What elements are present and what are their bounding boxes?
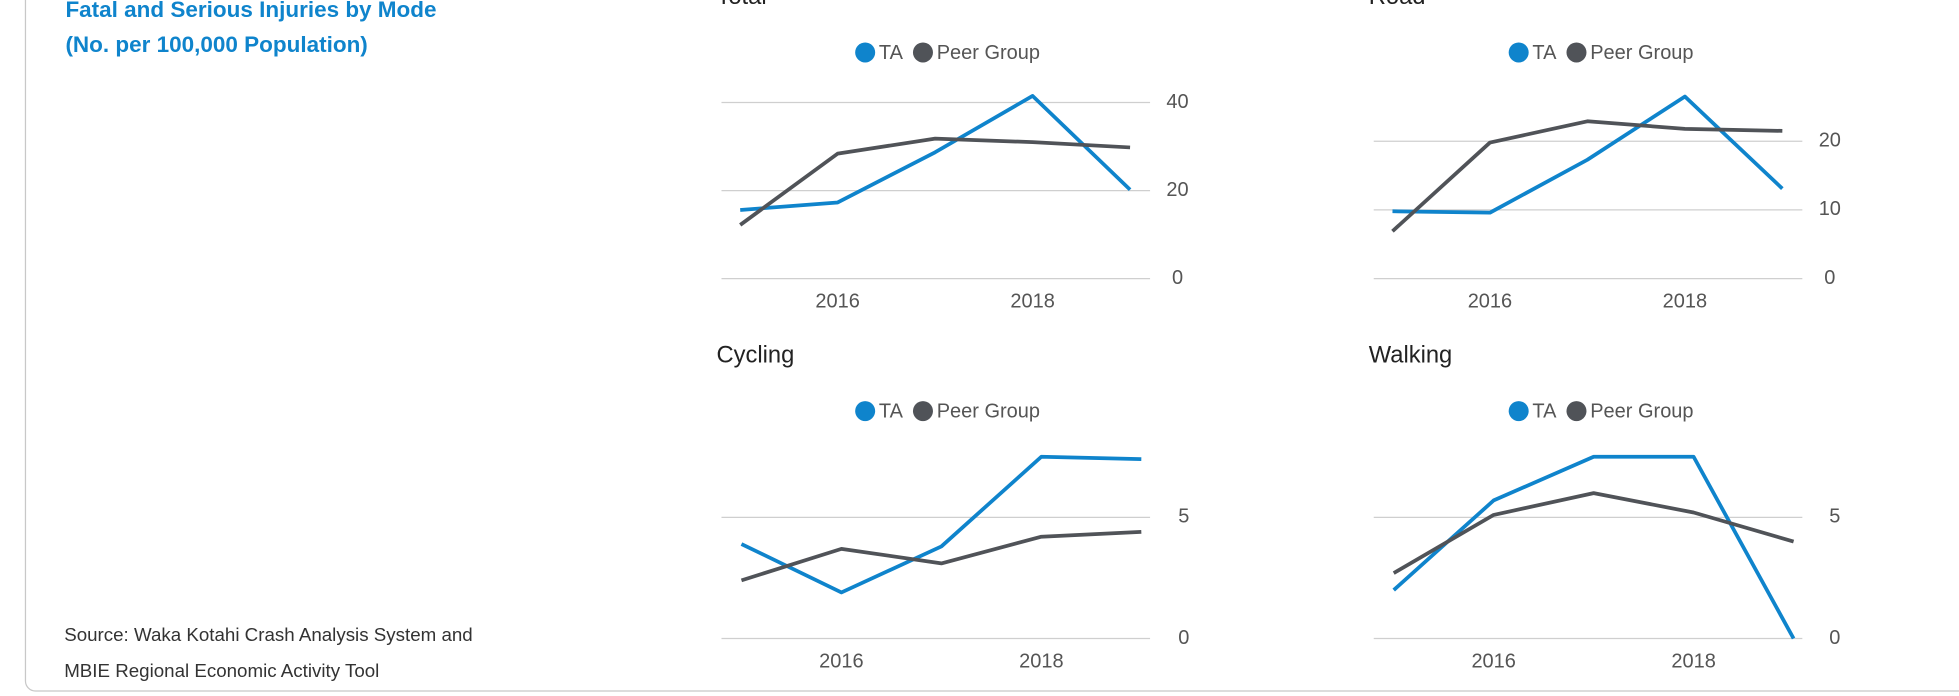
legend-swatch — [912, 401, 933, 422]
y-tick-label: 5 — [1829, 506, 1840, 528]
legend-label: TA — [879, 401, 904, 423]
legend-label: Peer Group — [1590, 42, 1693, 64]
y-tick-label: 0 — [1178, 627, 1189, 649]
legend-label: TA — [879, 42, 904, 64]
source-note: Source: Waka Kotahi Crash Analysis Syste… — [64, 624, 473, 645]
x-tick-label: 2016 — [1468, 291, 1512, 313]
series-line — [1392, 491, 1795, 575]
card-border — [24, 0, 1959, 692]
chart-title: Total — [716, 0, 766, 10]
legend-swatch — [912, 42, 933, 63]
series-line — [1392, 94, 1784, 215]
series-line — [740, 454, 1142, 595]
y-tick-label: 0 — [1172, 267, 1183, 289]
panel-title: (No. per 100,000 Population) — [65, 32, 367, 57]
source-note: MBIE Regional Economic Activity Tool — [64, 660, 379, 681]
x-tick-label: 2016 — [815, 291, 859, 313]
legend-label: TA — [1532, 42, 1557, 64]
y-tick-label: 40 — [1166, 91, 1188, 113]
legend-swatch — [855, 42, 876, 63]
chart-title: Road — [1369, 0, 1426, 10]
legend-swatch — [855, 401, 876, 422]
legend-label: Peer Group — [937, 42, 1040, 64]
x-tick-label: 2018 — [1671, 651, 1715, 673]
chart-title: Walking — [1369, 342, 1453, 368]
series-line — [1392, 454, 1796, 640]
legend-label: Peer Group — [1590, 401, 1693, 423]
chart-title: Cycling — [716, 342, 794, 368]
series-line — [740, 94, 1132, 212]
y-tick-label: 0 — [1824, 267, 1835, 289]
x-tick-label: 2018 — [1019, 651, 1063, 673]
series-line — [739, 136, 1131, 227]
x-tick-label: 2018 — [1663, 291, 1707, 313]
panel-title: Fatal and Serious Injuries by Mode — [65, 0, 436, 22]
legend-swatch — [1566, 42, 1587, 63]
series-line — [740, 530, 1142, 583]
legend-label: Peer Group — [937, 401, 1040, 423]
y-tick-label: 20 — [1166, 179, 1188, 201]
y-tick-label: 0 — [1829, 627, 1840, 649]
legend-swatch — [1508, 42, 1529, 63]
y-tick-label: 5 — [1178, 506, 1189, 528]
series-line — [1391, 119, 1783, 233]
x-tick-label: 2016 — [819, 651, 863, 673]
legend-swatch — [1508, 401, 1529, 422]
legend-label: TA — [1532, 401, 1557, 423]
legend-swatch — [1566, 401, 1587, 422]
y-tick-label: 20 — [1819, 129, 1841, 151]
y-tick-label: 10 — [1819, 198, 1841, 220]
x-tick-label: 2016 — [1471, 651, 1515, 673]
x-tick-label: 2018 — [1010, 291, 1054, 313]
